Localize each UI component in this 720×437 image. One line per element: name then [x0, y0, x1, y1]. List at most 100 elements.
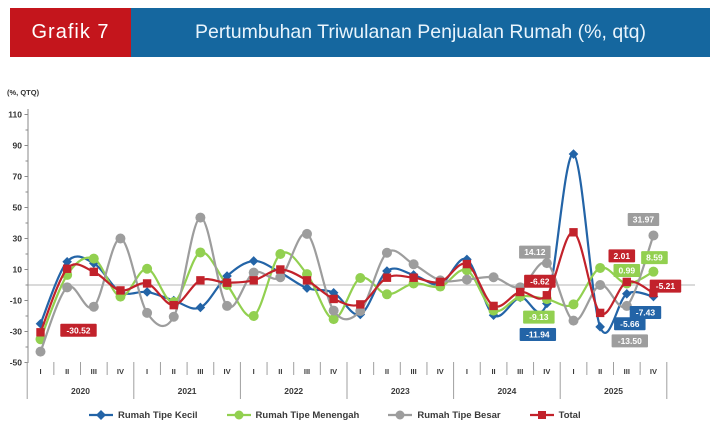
- marker-circle: [168, 311, 179, 322]
- marker-circle: [355, 273, 366, 284]
- data-label-box: [524, 274, 556, 288]
- data-label-value: -13.50: [618, 336, 642, 346]
- marker-square: [276, 265, 285, 274]
- quarter-label: I: [39, 367, 41, 376]
- marker-diamond: [222, 271, 232, 281]
- data-label-value: -5.21: [656, 281, 676, 291]
- chart-header: Grafik 7 Pertumbuhan Triwulanan Penjuala…: [10, 8, 710, 57]
- marker-square: [329, 294, 338, 304]
- data-label-value: -30.52: [66, 325, 90, 335]
- data-label-value: 31.97: [633, 214, 655, 224]
- marker-circle: [568, 299, 579, 310]
- marker-diamond: [595, 322, 605, 332]
- data-label-value: 0.99: [619, 265, 636, 275]
- marker-square: [649, 288, 658, 298]
- quarter-label: I: [359, 367, 361, 376]
- marker-circle: [381, 247, 392, 258]
- line-chart: 110 90 70 50 30 10 -10 -30 -50 2020 2021 2022 2023 20…: [8, 109, 695, 399]
- year-label: 2024: [497, 386, 516, 396]
- data-label-box: [649, 279, 682, 293]
- marker-circle: [381, 289, 392, 300]
- marker-square: [249, 276, 258, 285]
- svg-text:30: 30: [13, 234, 23, 244]
- marker-square: [169, 300, 178, 310]
- legend-marker-icon: [226, 410, 251, 420]
- data-labels: -30.52 14.12 -6.62 -9.13 -11.94 2.01 0.99 31.97…: [60, 212, 682, 348]
- marker-circle: [248, 311, 259, 321]
- marker-square: [595, 308, 605, 318]
- data-label-value: -11.94: [526, 330, 550, 340]
- marker-square: [436, 277, 445, 287]
- year-label: 2025: [604, 386, 623, 396]
- quarter-label: II: [65, 367, 69, 376]
- marker-square: [116, 286, 125, 295]
- legend-marker-icon: [89, 410, 113, 420]
- quarter-label: II: [491, 367, 495, 376]
- marker-diamond: [62, 256, 72, 267]
- marker-square: [622, 277, 631, 287]
- data-label-box: [519, 245, 551, 259]
- quarter-label: I: [572, 367, 574, 376]
- marker-circle: [195, 247, 206, 258]
- marker-circle: [88, 253, 99, 264]
- marker-circle: [568, 315, 579, 326]
- series-total: [36, 228, 658, 337]
- legend-item-rumah-tipe-menengah: Rumah Tipe Menengah: [226, 408, 359, 422]
- legend-marker-icon: [388, 410, 413, 420]
- marker-circle: [35, 346, 46, 357]
- marker-circle: [328, 305, 339, 316]
- marker-circle: [302, 228, 312, 239]
- data-label-box: [614, 317, 646, 331]
- marker-square: [142, 279, 152, 288]
- quarter-label: IV: [437, 367, 444, 376]
- quarter-label: IV: [224, 367, 231, 376]
- quarter-label: III: [517, 367, 523, 376]
- data-label-box: [523, 310, 555, 324]
- chart-legend: Rumah Tipe Kecil Rumah Tipe Menengah Rumah…: [88, 408, 581, 422]
- legend-marker-icon: [529, 411, 554, 419]
- marker-square: [569, 228, 578, 237]
- year-label: 2020: [71, 386, 90, 396]
- marker-circle: [595, 280, 606, 290]
- data-label-box: [613, 263, 641, 277]
- quarter-label: II: [385, 367, 389, 376]
- data-label-box: [519, 328, 557, 342]
- data-label-value: -7.43: [636, 308, 656, 318]
- marker-circle: [115, 233, 126, 244]
- marker-square: [222, 278, 232, 287]
- y-axis: 110 90 70 50 30 10 -10 -30 -50: [8, 109, 29, 368]
- svg-text:-50: -50: [10, 358, 23, 368]
- legend-item-rumah-tipe-besar: Rumah Tipe Besar: [387, 408, 501, 422]
- year-label: 2022: [284, 386, 303, 396]
- legend-label: Rumah Tipe Besar: [417, 409, 501, 421]
- quarter-label: II: [278, 367, 282, 376]
- marker-circle: [142, 307, 153, 318]
- legend-label: Rumah Tipe Kecil: [118, 409, 198, 421]
- marker-square: [542, 291, 552, 300]
- data-label-value: -5.66: [620, 319, 640, 329]
- data-label-box: [627, 212, 660, 226]
- data-label-box: [641, 251, 668, 265]
- marker-square: [196, 276, 205, 285]
- marker-diamond: [382, 266, 392, 276]
- marker-circle: [222, 300, 233, 311]
- quarter-label: III: [91, 367, 97, 376]
- marker-circle: [595, 262, 606, 273]
- legend-item-total: Total: [529, 408, 581, 422]
- y-axis-unit-label: (%, QTQ): [7, 88, 40, 97]
- marker-square: [382, 273, 392, 282]
- svg-text:110: 110: [8, 110, 22, 120]
- marker-square: [489, 301, 498, 311]
- svg-text:10: 10: [13, 265, 23, 275]
- marker-circle: [408, 259, 419, 270]
- marker-diamond: [142, 287, 152, 297]
- marker-square: [409, 273, 418, 282]
- marker-circle: [275, 249, 286, 259]
- data-label-value: 14.12: [524, 247, 546, 257]
- marker-circle: [648, 230, 659, 241]
- svg-text:-10: -10: [10, 296, 23, 306]
- data-label-value: -9.13: [529, 312, 549, 322]
- svg-text:70: 70: [13, 172, 23, 182]
- marker-diamond: [302, 283, 312, 293]
